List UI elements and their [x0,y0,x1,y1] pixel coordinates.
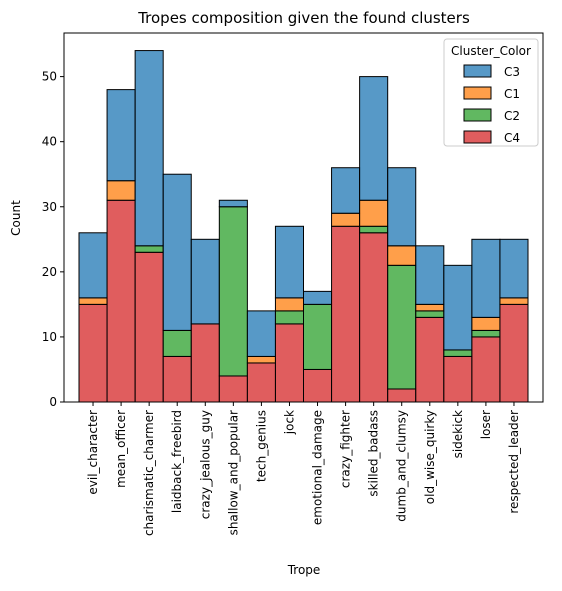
x-tick-label-emotional-damage: emotional_damage [311,410,325,525]
bar-old-wise-quirky-c2 [415,310,445,318]
y-tick-label: 30 [42,200,57,214]
bar-loser-c2 [471,329,501,338]
legend-swatch-c1 [463,86,492,100]
bar-dumb-and-clumsy-c3 [387,167,417,247]
legend-swatch-c3 [463,64,492,78]
x-tick-label-crazy-jealous-guy: crazy_jealous_guy [198,410,212,519]
y-tick-label: 40 [42,135,57,149]
bar-tech-genius-c3 [246,310,276,357]
bar-skilled-badass-c3 [359,76,389,201]
x-tick-label-loser: loser [479,410,493,439]
bar-emotional-damage-c3 [303,290,333,305]
bar-old-wise-quirky-c3 [415,245,445,305]
bar-emotional-damage-c4 [303,368,333,403]
bar-sidekick-c3 [443,264,473,351]
legend-title: Cluster_Color [451,44,531,58]
legend-label-c4: C4 [504,131,520,145]
bar-old-wise-quirky-c1 [415,303,445,312]
bar-skilled-badass-c4 [359,232,389,403]
y-tick-label: 50 [42,70,57,84]
bar-sidekick-c4 [443,355,473,403]
bar-emotional-damage-c2 [303,303,333,370]
bar-loser-c4 [471,336,501,403]
x-tick-label-laidback-freebird: laidback_freebird [170,410,184,513]
bar-dumb-and-clumsy-c2 [387,264,417,390]
bar-loser-c1 [471,316,501,331]
bar-shallow-and-popular-c3 [218,199,248,208]
bar-respected-leader-c4 [499,303,529,403]
bar-jock-c1 [274,297,304,312]
bar-tech-genius-c4 [246,362,276,403]
legend: Cluster_Color C3 C1 C2 C4 [443,38,539,147]
bar-dumb-and-clumsy-c4 [387,388,417,403]
x-tick-label-dumb-and-clumsy: dumb_and_clumsy [395,410,409,522]
x-tick-label-skilled-badass: skilled_badass [367,410,381,497]
x-tick-label-jock: jock [282,410,296,435]
x-tick-label-sidekick: sidekick [451,410,465,458]
chart-title: Tropes composition given the found clust… [137,9,470,27]
bar-laidback-freebird-c4 [162,355,192,403]
bar-skilled-badass-c2 [359,225,389,234]
bar-mean-officer-c3 [106,89,136,182]
bar-crazy-fighter-c3 [331,167,361,214]
bar-sidekick-c2 [443,349,473,357]
bar-charismatic-charmer-c4 [134,251,164,403]
axes-layer: 0 10 20 30 40 50 evil_character mean_officer cha… [42,32,544,536]
bar-respected-leader-c3 [499,238,529,299]
bar-crazy-fighter-c1 [331,212,361,227]
y-tick-label: 20 [42,265,57,279]
legend-swatch-c2 [463,108,492,122]
legend-swatch-c4 [463,130,492,144]
x-axis-label: Trope [287,563,321,577]
bar-laidback-freebird-c3 [162,173,192,331]
bar-respected-leader-c1 [499,297,529,305]
bar-crazy-jealous-guy-c3 [190,238,220,325]
bar-shallow-and-popular-c4 [218,375,248,403]
bar-charismatic-charmer-c2 [134,245,164,253]
x-tick-label-respected-leader: respected_leader [507,410,521,514]
x-tick-label-evil-character: evil_character [86,410,100,495]
x-tick-label-charismatic-charmer: charismatic_charmer [142,410,156,536]
bar-charismatic-charmer-c3 [134,50,164,247]
bar-shallow-and-popular-c2 [218,206,248,377]
legend-label-c1: C1 [504,87,520,101]
bar-jock-c2 [274,310,304,325]
plot-frame [63,32,544,403]
bar-jock-c3 [274,225,304,299]
legend-label-c3: C3 [504,65,520,79]
bar-crazy-fighter-c4 [331,225,361,403]
bar-old-wise-quirky-c4 [415,316,445,403]
bar-jock-c4 [274,323,304,403]
y-tick-label: 10 [42,330,57,344]
bar-evil-character-c4 [78,303,108,403]
bar-evil-character-c3 [78,232,108,299]
bar-mean-officer-c4 [106,199,136,403]
y-tick-label: 0 [49,395,57,409]
bar-evil-character-c1 [78,297,108,305]
x-tick-label-tech-genius: tech_genius [254,410,268,482]
bar-crazy-jealous-guy-c4 [190,323,220,403]
bar-loser-c3 [471,238,501,318]
y-axis-label: Count [9,200,23,236]
x-tick-label-old-wise-quirky: old_wise_quirky [423,410,437,504]
bar-dumb-and-clumsy-c1 [387,245,417,266]
x-tick-label-mean-officer: mean_officer [114,410,128,488]
bar-tech-genius-c1 [246,355,276,364]
x-tick-label-crazy-fighter: crazy_fighter [339,410,353,488]
bar-laidback-freebird-c2 [162,329,192,357]
legend-label-c2: C2 [504,109,520,123]
bar-mean-officer-c1 [106,180,136,201]
bars-layer [78,50,529,403]
bar-skilled-badass-c1 [359,199,389,227]
x-tick-label-shallow-and-popular: shallow_and_popular [226,410,240,535]
